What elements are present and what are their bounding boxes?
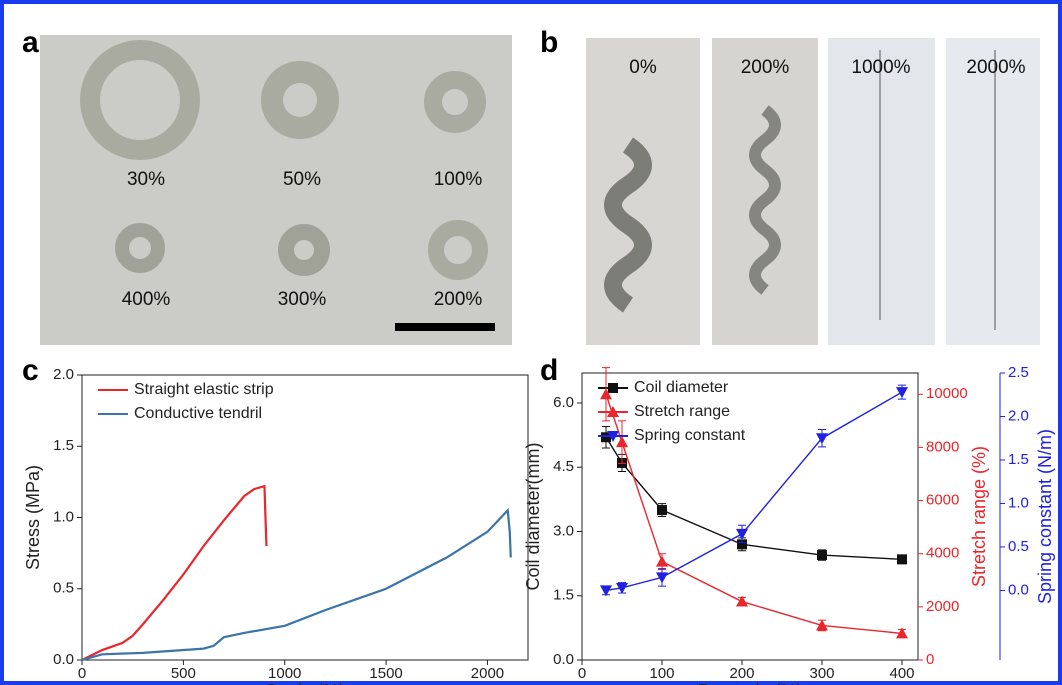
legend-label: Coil diameter bbox=[634, 379, 729, 396]
photo-label: 400% bbox=[122, 289, 171, 310]
series-line bbox=[605, 394, 903, 635]
legend-label: Spring constant bbox=[634, 427, 746, 444]
x-tick-label: 400 bbox=[889, 665, 914, 682]
y-tick-label: 4000 bbox=[926, 545, 959, 562]
axis-label: Stress (MPa) bbox=[23, 465, 43, 570]
y-tick-label: 0 bbox=[926, 651, 934, 668]
y-tick-label: 2.0 bbox=[1008, 407, 1029, 424]
marker bbox=[897, 554, 907, 565]
y-tick-label: 10000 bbox=[926, 385, 968, 402]
photo-label: 1000% bbox=[851, 57, 910, 78]
legend-label: Stretch range bbox=[634, 403, 730, 420]
photo-b bbox=[828, 38, 935, 345]
axis-label: Prestrain (%) bbox=[697, 681, 802, 685]
x-tick-label: 300 bbox=[809, 665, 834, 682]
photo-label: 2000% bbox=[966, 57, 1025, 78]
coil bbox=[749, 105, 781, 295]
coil bbox=[604, 137, 652, 313]
y-tick-label: 1.5 bbox=[1008, 451, 1029, 468]
photo-label: 100% bbox=[434, 169, 483, 190]
marker bbox=[817, 550, 827, 561]
photo-label: 200% bbox=[434, 289, 483, 310]
marker bbox=[607, 406, 619, 417]
marker bbox=[656, 555, 668, 567]
y-tick-label: 1.0 bbox=[53, 508, 74, 525]
photo-b bbox=[946, 38, 1040, 345]
marker bbox=[616, 436, 628, 448]
x-tick-label: 0 bbox=[78, 665, 86, 682]
y-tick-label: 1.5 bbox=[53, 437, 74, 454]
marker bbox=[616, 582, 628, 594]
photo-b bbox=[586, 38, 700, 345]
photo-label: 300% bbox=[278, 289, 327, 310]
marker bbox=[736, 528, 748, 540]
y-tick-label: 4.5 bbox=[553, 458, 574, 475]
plot-frame bbox=[581, 372, 919, 661]
series-line bbox=[81, 484, 268, 661]
marker bbox=[896, 627, 908, 639]
rings bbox=[80, 40, 488, 280]
photo-label: 50% bbox=[283, 169, 321, 190]
x-tick-label: 100 bbox=[649, 665, 674, 682]
y-tick-label: 0.5 bbox=[53, 580, 74, 597]
y-tick-label: 1.0 bbox=[1008, 494, 1029, 511]
panel-label: a bbox=[22, 26, 39, 59]
marker bbox=[896, 387, 908, 399]
photo-label: 30% bbox=[127, 169, 165, 190]
y-tick-label: 2.5 bbox=[1008, 364, 1029, 381]
photo-b bbox=[712, 38, 818, 345]
x-tick-label: 1000 bbox=[268, 665, 301, 682]
y-tick-label: 0.0 bbox=[1008, 581, 1029, 598]
marker bbox=[601, 432, 611, 443]
x-tick-label: 2000 bbox=[471, 665, 504, 682]
marker bbox=[608, 383, 618, 393]
scale-bar bbox=[395, 323, 495, 331]
marker bbox=[657, 505, 667, 516]
axis-label: Strain (%) bbox=[265, 681, 345, 685]
marker bbox=[737, 539, 747, 550]
marker bbox=[816, 433, 828, 445]
x-tick-label: 500 bbox=[171, 665, 196, 682]
panel-label: c bbox=[22, 354, 39, 387]
panel-label: d bbox=[540, 354, 558, 387]
legend-label: Conductive tendril bbox=[134, 405, 262, 422]
marker bbox=[600, 585, 612, 597]
series-line bbox=[81, 507, 512, 662]
y-tick-label: 2.0 bbox=[53, 366, 74, 383]
x-tick-label: 0 bbox=[578, 665, 586, 682]
marker bbox=[816, 619, 828, 631]
y-tick-label: 6.0 bbox=[553, 394, 574, 411]
x-tick-label: 1500 bbox=[369, 665, 402, 682]
y-tick-label: 6000 bbox=[926, 492, 959, 509]
y-tick-label: 0.0 bbox=[53, 651, 74, 668]
photo-label: 200% bbox=[741, 57, 790, 78]
photo-label: 0% bbox=[629, 57, 657, 78]
legend-label: Straight elastic strip bbox=[134, 381, 274, 398]
marker bbox=[607, 431, 619, 442]
y-tick-label: 0.0 bbox=[553, 651, 574, 668]
y-tick-label: 3.0 bbox=[553, 522, 574, 539]
y-tick-label: 2000 bbox=[926, 598, 959, 615]
y-tick-label: 8000 bbox=[926, 438, 959, 455]
axis-label: Coil diameter(mm) bbox=[523, 442, 543, 590]
marker bbox=[656, 572, 668, 584]
y-tick-label: 0.5 bbox=[1008, 538, 1029, 555]
y-tick-label: 1.5 bbox=[553, 587, 574, 604]
panel-label: b bbox=[540, 26, 558, 59]
axis-label: Stretch range (%) bbox=[969, 446, 989, 587]
marker bbox=[600, 388, 612, 400]
x-tick-label: 200 bbox=[729, 665, 754, 682]
marker bbox=[736, 595, 748, 607]
axis-label: Spring constant (N/m) bbox=[1035, 429, 1055, 604]
